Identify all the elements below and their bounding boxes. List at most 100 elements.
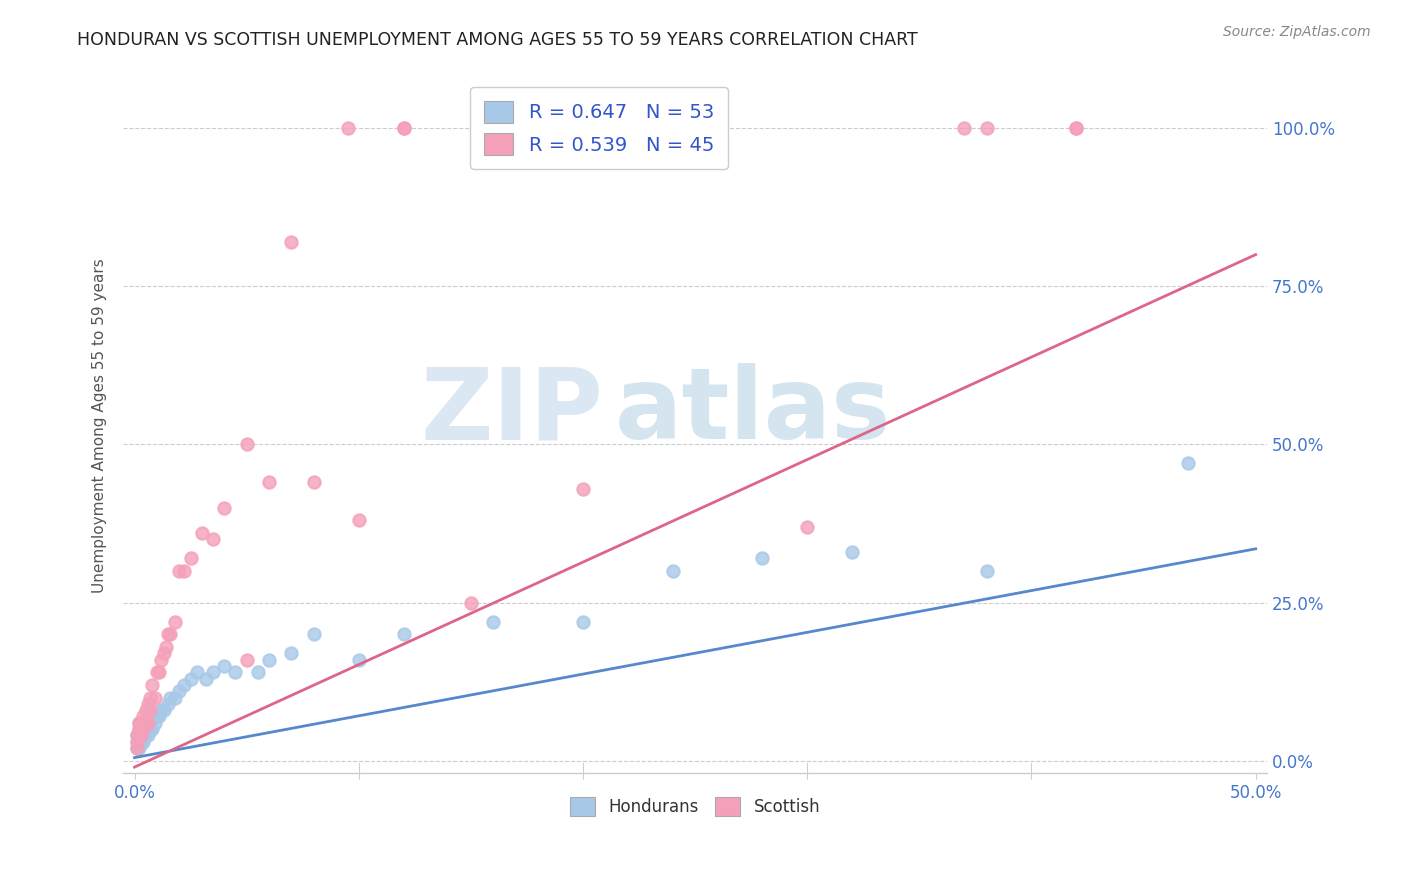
Point [148, 665, 170, 680]
Point [135, 715, 157, 730]
Point [246, 665, 269, 680]
Point [136, 697, 159, 711]
Text: atlas: atlas [614, 363, 891, 460]
Point [257, 475, 280, 490]
Point [280, 646, 302, 660]
Point [163, 690, 186, 705]
Point [173, 678, 195, 692]
Point [572, 615, 595, 629]
Point [212, 500, 235, 515]
Point [173, 564, 195, 578]
Point [143, 690, 166, 705]
Point [135, 729, 157, 743]
Point [180, 551, 202, 566]
Point [1066, 121, 1088, 136]
Point [148, 709, 170, 723]
Y-axis label: Unemployment Among Ages 55 to 59 years: Unemployment Among Ages 55 to 59 years [93, 258, 107, 593]
Point [128, 729, 150, 743]
Point [201, 533, 224, 547]
Point [572, 482, 595, 496]
Point [129, 735, 152, 749]
Point [392, 121, 415, 136]
Point [976, 564, 998, 578]
Point [302, 627, 325, 641]
Point [129, 715, 152, 730]
Point [141, 722, 163, 736]
Text: ZIP: ZIP [420, 363, 603, 460]
Point [128, 722, 150, 736]
Point [128, 735, 150, 749]
Point [136, 722, 159, 736]
Point [257, 652, 280, 666]
Point [139, 722, 162, 736]
Legend: Hondurans, Scottish: Hondurans, Scottish [561, 789, 828, 824]
Point [132, 722, 155, 736]
Point [159, 627, 181, 641]
Text: Source: ZipAtlas.com: Source: ZipAtlas.com [1223, 25, 1371, 39]
Point [143, 715, 166, 730]
Point [152, 646, 174, 660]
Point [128, 722, 150, 736]
Point [280, 235, 302, 249]
Point [128, 729, 150, 743]
Point [347, 513, 370, 527]
Point [976, 121, 998, 136]
Point [392, 121, 415, 136]
Point [150, 652, 173, 666]
Point [150, 703, 173, 717]
Point [125, 735, 148, 749]
Point [201, 665, 224, 680]
Point [125, 741, 148, 756]
Point [128, 715, 150, 730]
Point [132, 735, 155, 749]
Point [180, 672, 202, 686]
Point [141, 678, 163, 692]
Point [195, 672, 218, 686]
Point [128, 715, 150, 730]
Point [159, 690, 181, 705]
Point [135, 722, 157, 736]
Point [135, 715, 157, 730]
Point [132, 729, 155, 743]
Point [302, 475, 325, 490]
Point [152, 703, 174, 717]
Point [135, 703, 157, 717]
Point [186, 665, 208, 680]
Point [163, 615, 186, 629]
Point [235, 652, 257, 666]
Point [155, 640, 177, 654]
Point [347, 652, 370, 666]
Point [796, 519, 818, 533]
Text: HONDURAN VS SCOTTISH UNEMPLOYMENT AMONG AGES 55 TO 59 YEARS CORRELATION CHART: HONDURAN VS SCOTTISH UNEMPLOYMENT AMONG … [77, 31, 918, 49]
Point [235, 437, 257, 451]
Point [141, 709, 163, 723]
Point [125, 741, 148, 756]
Point [139, 690, 162, 705]
Point [136, 729, 159, 743]
Point [139, 703, 162, 717]
Point [146, 709, 169, 723]
Point [212, 658, 235, 673]
Point [157, 697, 180, 711]
Point [129, 729, 152, 743]
Point [1066, 121, 1088, 136]
Point [136, 715, 159, 730]
Point [224, 665, 246, 680]
Point [661, 564, 683, 578]
Point [128, 741, 150, 756]
Point [125, 729, 148, 743]
Point [169, 684, 191, 698]
Point [841, 545, 863, 559]
Point [953, 121, 976, 136]
Point [191, 526, 214, 541]
Point [132, 722, 155, 736]
Point [392, 627, 415, 641]
Point [336, 121, 359, 136]
Point [683, 121, 706, 136]
Point [139, 715, 162, 730]
Point [129, 722, 152, 736]
Point [157, 627, 180, 641]
Point [125, 735, 148, 749]
Point [129, 729, 152, 743]
Point [132, 709, 155, 723]
